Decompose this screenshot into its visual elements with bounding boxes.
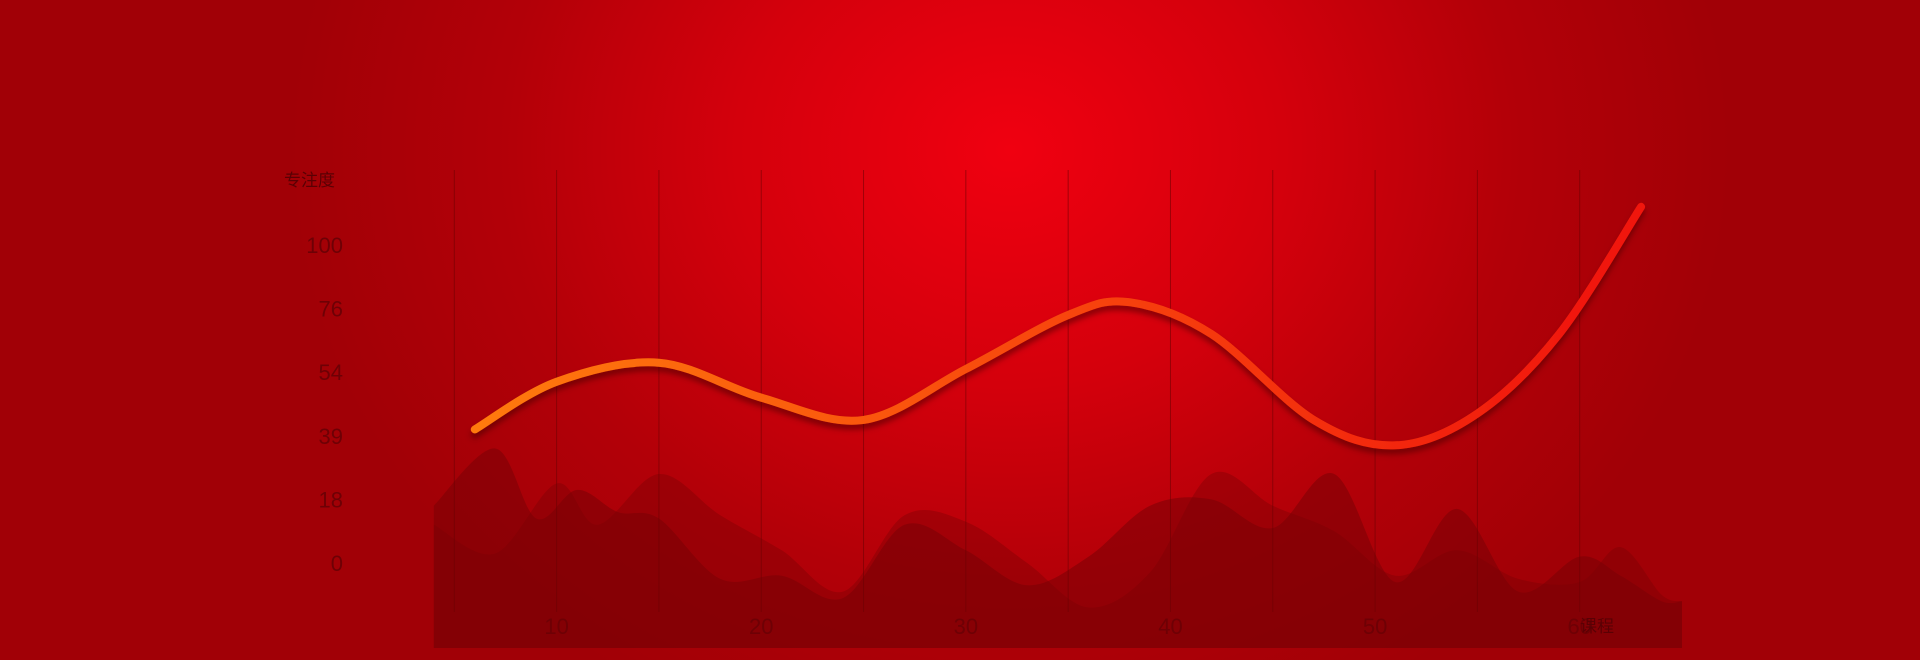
y-tick-label: 18 (319, 487, 343, 512)
y-tick-label: 0 (331, 551, 343, 576)
y-axis-ticks: 0 18 39 54 76 100 (306, 233, 343, 576)
y-tick-label: 76 (319, 297, 343, 322)
background-area-1 (433, 448, 1682, 648)
x-tick-label: 40 (1158, 614, 1182, 639)
vertical-gridlines (453, 170, 1581, 612)
y-axis-title: 专注度 (284, 171, 335, 190)
x-tick-label: 30 (954, 614, 978, 639)
x-tick-label: 60 (1567, 614, 1591, 639)
y-tick-label: 54 (319, 360, 343, 385)
x-tick-label: 50 (1363, 614, 1387, 639)
x-tick-label: 10 (544, 614, 568, 639)
series-line-layer (470, 202, 1646, 450)
x-axis-ticks: 10 20 30 40 50 60 (544, 614, 1592, 639)
series-line-1 (470, 202, 1646, 450)
x-tick-label: 20 (749, 614, 773, 639)
y-tick-label: 39 (319, 424, 343, 449)
x-axis-title: 课程 (1580, 617, 1614, 636)
y-tick-label: 100 (306, 233, 343, 258)
background-area-2 (433, 471, 1682, 648)
background-areas (433, 448, 1682, 648)
